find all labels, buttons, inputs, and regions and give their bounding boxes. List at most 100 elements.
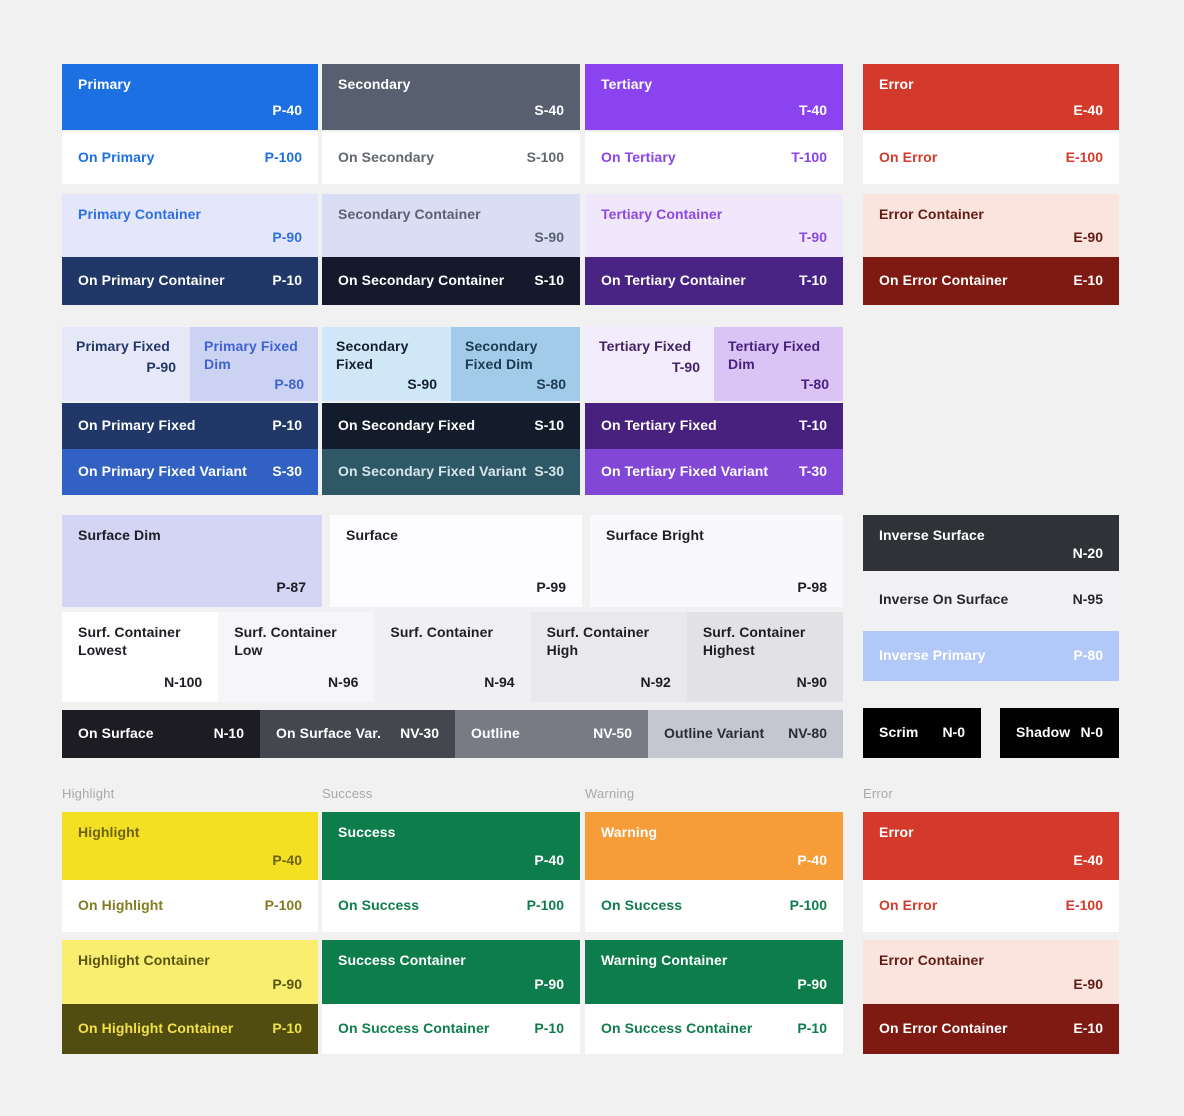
swatch-on-secondary: On Secondary S-100: [322, 132, 580, 184]
swatch-label: Surf. Container Lowest: [78, 624, 181, 658]
swatch-value: P-10: [272, 272, 302, 289]
swatch-success-container: Success Container P-90: [322, 940, 580, 1004]
swatch-inverse-surface: Inverse Surface N-20: [863, 515, 1119, 571]
primary-fixed-column: Primary Fixed P-90 Primary Fixed Dim P-8…: [62, 327, 318, 495]
swatch-tertiary-fixed: Tertiary Fixed T-90: [585, 327, 714, 401]
swatch-error-container: Error Container E-90: [863, 194, 1119, 257]
swatch-on-success: On Success P-100: [322, 880, 580, 932]
swatch-value: P-100: [264, 897, 302, 914]
swatch-value: E-100: [1065, 149, 1103, 166]
swatch-value: T-30: [798, 463, 827, 480]
swatch-value: P-10: [797, 1020, 827, 1037]
swatch-shadow: Shadow N-0: [1000, 708, 1119, 758]
swatch-tertiary-fixed-dim: Tertiary Fixed Dim T-80: [714, 327, 843, 401]
swatch-tertiary: Tertiary T-40: [585, 64, 843, 130]
swatch-label: Outline: [471, 725, 520, 742]
swatch-label: Highlight: [78, 824, 140, 840]
swatch-surface-container: Surf. Container N-94: [374, 612, 531, 702]
swatch-on-secondary-fixed: On Secondary Fixed S-10: [322, 403, 580, 449]
section-label-success: Success: [322, 786, 373, 801]
swatch-value: E-100: [1065, 897, 1103, 914]
tertiary-fixed-split: Tertiary Fixed T-90 Tertiary Fixed Dim T…: [585, 327, 843, 401]
swatch-label: Error: [879, 824, 914, 840]
swatch-value: P-100: [526, 897, 564, 914]
swatch-label: On Surface: [78, 725, 154, 742]
swatch-label: On Success: [601, 897, 683, 914]
swatch-inverse-on-surface: Inverse On Surface N-95: [863, 571, 1119, 628]
swatch-label: On Success: [338, 897, 420, 914]
swatch-outline-variant: Outline Variant NV-80: [648, 710, 843, 758]
swatch-label: On Secondary: [338, 149, 435, 166]
swatch-highlight: Highlight P-40: [62, 812, 318, 880]
swatch-secondary: Secondary S-40: [322, 64, 580, 130]
swatch-label: Shadow: [1016, 724, 1071, 741]
tertiary-column: Tertiary T-40 On Tertiary T-100 Tertiary…: [585, 64, 843, 305]
swatch-value: P-80: [274, 376, 304, 392]
fixed-palette-section: Primary Fixed P-90 Primary Fixed Dim P-8…: [62, 327, 1184, 495]
swatch-label: On Tertiary Fixed: [601, 417, 717, 434]
swatch-label: Secondary Container: [338, 206, 481, 222]
swatch-label: Primary Fixed: [76, 338, 170, 354]
swatch-on-error-container-state: On Error Container E-10: [863, 1004, 1119, 1054]
swatch-value: E-90: [1073, 228, 1103, 245]
surface-column: Surface Dim P-87 Surface P-99 Surface Br…: [62, 515, 844, 758]
section-label-warning: Warning: [585, 786, 635, 801]
swatch-inverse-primary: Inverse Primary P-80: [863, 631, 1119, 681]
swatch-value: P-90: [272, 975, 302, 992]
secondary-column: Secondary S-40 On Secondary S-100 Second…: [322, 64, 580, 305]
swatch-value: P-40: [797, 851, 827, 868]
swatch-label: On Primary Fixed: [78, 417, 196, 434]
swatch-label: On Primary Fixed Variant: [78, 463, 247, 480]
swatch-value: P-80: [1073, 647, 1103, 664]
swatch-label: Secondary Fixed: [336, 338, 409, 372]
state-palette-section: Highlight Highlight P-40 On Highlight P-…: [62, 786, 1184, 1054]
swatch-label: Warning Container: [601, 952, 728, 968]
swatch-label: Surf. Container High: [546, 624, 650, 658]
swatch-value: N-90: [796, 673, 828, 690]
swatch-label: On Success Container: [338, 1020, 490, 1037]
swatch-warning-on-success: On Success P-100: [585, 880, 843, 932]
swatch-on-secondary-fixed-variant: On Secondary Fixed Variant S-30: [322, 449, 580, 495]
swatch-label: Error Container: [879, 952, 984, 968]
swatch-value: N-10: [213, 725, 244, 742]
swatch-label: Surface Dim: [78, 527, 161, 543]
swatch-on-tertiary-fixed: On Tertiary Fixed T-10: [585, 403, 843, 449]
swatch-primary: Primary P-40: [62, 64, 318, 130]
swatch-value: S-10: [534, 417, 564, 434]
swatch-outline: Outline NV-50: [455, 710, 648, 758]
swatch-warning-container: Warning Container P-90: [585, 940, 843, 1004]
swatch-label: On Error Container: [879, 272, 1008, 289]
swatch-on-error: On Error E-100: [863, 132, 1119, 184]
swatch-surface-container-lowest: Surf. Container Lowest N-100: [62, 612, 219, 702]
swatch-label: Tertiary Fixed Dim: [728, 338, 821, 372]
swatch-label: Warning: [601, 824, 658, 840]
swatch-value: P-90: [534, 975, 564, 992]
swatch-error-state: Error E-40: [863, 812, 1119, 880]
swatch-value: NV-30: [400, 725, 439, 742]
secondary-fixed-split: Secondary Fixed S-90 Secondary Fixed Dim…: [322, 327, 580, 401]
swatch-tertiary-container: Tertiary Container T-90: [585, 194, 843, 257]
swatch-label: On Secondary Fixed: [338, 417, 476, 434]
swatch-value: N-20: [1072, 544, 1103, 561]
swatch-error: Error E-40: [863, 64, 1119, 130]
swatch-label: Success Container: [338, 952, 466, 968]
core-palette-section: Primary P-40 On Primary P-100 Primary Co…: [62, 64, 1184, 305]
swatch-value: T-10: [798, 272, 827, 289]
swatch-value: S-30: [272, 463, 302, 480]
swatch-label: Primary: [78, 76, 131, 92]
swatch-label: On Primary Container: [78, 272, 225, 289]
swatch-label: Inverse On Surface: [879, 590, 1009, 607]
swatch-on-tertiary-fixed-variant: On Tertiary Fixed Variant T-30: [585, 449, 843, 495]
swatch-secondary-fixed-dim: Secondary Fixed Dim S-80: [451, 327, 580, 401]
warning-column: Warning Warning P-40 On Success P-100 Wa…: [585, 786, 843, 1054]
swatch-value: P-100: [789, 897, 827, 914]
swatch-value: N-100: [164, 673, 203, 690]
swatch-value: P-10: [534, 1020, 564, 1037]
swatch-value: E-40: [1073, 101, 1103, 118]
swatch-value: E-90: [1073, 975, 1103, 992]
swatch-value: N-96: [328, 673, 359, 690]
swatch-label: Surface: [346, 527, 399, 543]
swatch-value: P-40: [272, 851, 302, 868]
swatch-value: P-90: [146, 358, 176, 375]
swatch-on-success-container: On Success Container P-10: [322, 1004, 580, 1054]
